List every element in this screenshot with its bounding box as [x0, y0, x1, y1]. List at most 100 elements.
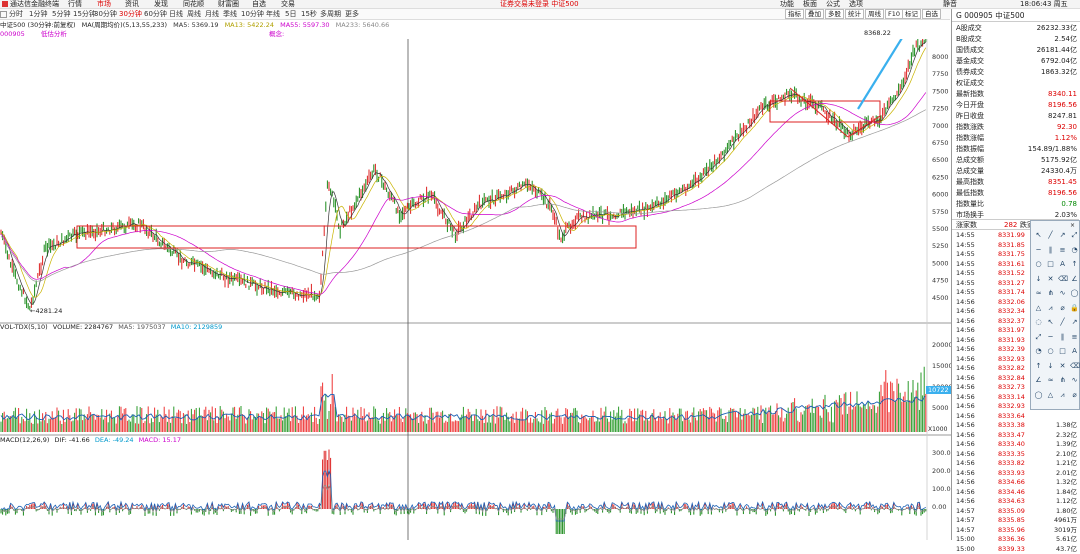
period-tab[interactable]: 15分钟	[73, 9, 96, 20]
ellipse-icon[interactable]: ◯	[1034, 391, 1043, 400]
gann-icon[interactable]: ∠	[1034, 376, 1043, 385]
eraser-icon[interactable]: ⌀	[1058, 304, 1067, 313]
cross-icon[interactable]: ✕	[1046, 275, 1055, 284]
circle-icon[interactable]: ○	[1034, 260, 1043, 269]
period-tab[interactable]: 日线	[169, 9, 183, 20]
menu-formula[interactable]: 公式	[826, 0, 840, 9]
tick-volume: 1.38亿	[1056, 421, 1077, 431]
line-icon[interactable]: ╱	[1046, 231, 1055, 240]
fib-icon[interactable]: ◔	[1034, 347, 1043, 356]
menu-item-discover[interactable]: 发现	[154, 0, 168, 9]
tab-overlay[interactable]: 叠加	[805, 9, 824, 19]
menu-item-trade[interactable]: 交易	[281, 0, 295, 9]
period-tab[interactable]: 年线	[266, 9, 280, 20]
fib-icon[interactable]: ◔	[1070, 246, 1079, 255]
period-tab-active[interactable]: 30分钟	[119, 9, 142, 20]
up-arrow-icon[interactable]: ↑	[1070, 260, 1079, 269]
tick-time: 14:55	[956, 241, 975, 251]
moving-average-line	[1, 110, 926, 282]
triangle-icon[interactable]: △	[1034, 304, 1043, 313]
pitchfork-icon[interactable]: ⋔	[1058, 376, 1067, 385]
chart-area[interactable]: 8000775075007250700067506500625060005750…	[0, 39, 951, 540]
cycle-icon[interactable]: ∿	[1070, 376, 1079, 385]
menu-item-watchlist[interactable]: 自选	[252, 0, 266, 9]
text-icon[interactable]: A	[1070, 347, 1079, 356]
arrow-icon[interactable]: ─	[1046, 333, 1055, 342]
segment-icon[interactable]: ⤢	[1070, 231, 1079, 240]
tab-mark[interactable]: 标记	[902, 9, 921, 19]
tab-watch[interactable]: 自选	[922, 9, 941, 19]
cursor-icon[interactable]: ↖	[1046, 318, 1055, 327]
macd-title: MACD(12,26,9)	[0, 436, 49, 444]
delete-icon[interactable]: ⌫	[1070, 362, 1079, 371]
wave-icon[interactable]: ≈	[1046, 376, 1055, 385]
polyline-icon[interactable]: ⩘	[1046, 304, 1055, 313]
channel-icon[interactable]: ∥	[1058, 333, 1067, 342]
period-tab[interactable]: 15秒	[301, 9, 317, 20]
ray-icon[interactable]: ↗	[1058, 231, 1067, 240]
up-arrow-icon[interactable]: ↑	[1034, 362, 1043, 371]
price-axis-tick: 8000	[932, 53, 949, 61]
circle-icon[interactable]: ○	[1046, 347, 1055, 356]
polyline-icon[interactable]: ⩘	[1058, 391, 1067, 400]
channel-icon[interactable]: ∥	[1046, 246, 1055, 255]
period-tab[interactable]: 周线	[187, 9, 201, 20]
period-tab[interactable]: 月线	[205, 9, 219, 20]
menu-function[interactable]: 功能	[780, 0, 794, 9]
quote-value: 24330.4万	[1041, 166, 1077, 177]
rect-icon[interactable]: □	[1046, 260, 1055, 269]
period-tab[interactable]: 30分钟	[94, 9, 117, 20]
ray-icon[interactable]: ↗	[1070, 318, 1079, 327]
period-tab[interactable]: 多周期	[320, 9, 341, 20]
mute-toggle[interactable]: 静音	[943, 0, 957, 9]
menu-item-quotes[interactable]: 行情	[68, 0, 82, 9]
tab-week[interactable]: 周线	[865, 9, 884, 19]
text-icon[interactable]: A	[1058, 260, 1067, 269]
wave-icon[interactable]: ≈	[1034, 289, 1043, 298]
close-icon[interactable]: ×	[1070, 222, 1077, 229]
lock-icon[interactable]: 🔒	[1070, 304, 1079, 313]
rect-icon[interactable]: □	[1058, 347, 1067, 356]
price-axis-tick: 6750	[932, 139, 949, 147]
line-icon[interactable]: ╱	[1058, 318, 1067, 327]
delete-icon[interactable]: ⌫	[1058, 275, 1067, 284]
quote-code: G 000905 中证500	[956, 11, 1025, 20]
menu-item-news[interactable]: 资讯	[125, 0, 139, 9]
period-tab[interactable]: 60分钟	[144, 9, 167, 20]
menu-item-wealth[interactable]: 财富圈	[218, 0, 239, 9]
down-arrow-icon[interactable]: ↓	[1046, 362, 1055, 371]
cycle-icon[interactable]: ∿	[1058, 289, 1067, 298]
tab-stats[interactable]: 统计	[845, 9, 864, 19]
quote-value: 2.54亿	[1054, 34, 1077, 45]
login-status[interactable]: 证券交易未登录 中证500	[500, 0, 579, 9]
triangle-icon[interactable]: △	[1046, 391, 1055, 400]
cursor-icon[interactable]: ↖	[1034, 231, 1043, 240]
segment-icon[interactable]: ⤢	[1034, 333, 1043, 342]
down-arrow-icon[interactable]: ↓	[1034, 275, 1043, 284]
eraser-icon[interactable]: ⌀	[1070, 391, 1079, 400]
menu-layout[interactable]: 板面	[803, 0, 817, 9]
cross-icon[interactable]: ✕	[1058, 362, 1067, 371]
period-tab[interactable]: 更多	[345, 9, 359, 20]
menu-options[interactable]: 选项	[849, 0, 863, 9]
arrow-icon[interactable]: ─	[1034, 246, 1043, 255]
toggle-icon[interactable]	[0, 11, 7, 18]
period-tab[interactable]: 1分钟	[29, 9, 47, 20]
pitchfork-icon[interactable]: ⋔	[1046, 289, 1055, 298]
gann-icon[interactable]: ∠	[1070, 275, 1079, 284]
menu-item-market[interactable]: 市场	[97, 0, 111, 9]
parallel-icon[interactable]: ≡	[1070, 333, 1079, 342]
period-tab[interactable]: 分时	[9, 9, 23, 20]
tab-f10[interactable]: F10	[885, 9, 903, 19]
tab-multi[interactable]: 多股	[825, 9, 844, 19]
period-tab[interactable]: 季线	[223, 9, 237, 20]
parallel-icon[interactable]: ≡	[1058, 246, 1067, 255]
tick-time: 14:56	[956, 488, 975, 498]
tab-indicator[interactable]: 指标	[785, 9, 804, 19]
period-tab[interactable]: 5日	[285, 9, 296, 20]
ellipse-icon[interactable]: ◯	[1070, 289, 1079, 298]
period-tab[interactable]: 5分钟	[52, 9, 70, 20]
hide-icon[interactable]: ◌	[1034, 318, 1043, 327]
period-tab[interactable]: 10分钟	[241, 9, 264, 20]
menu-item-ths[interactable]: 同花顺	[183, 0, 204, 9]
